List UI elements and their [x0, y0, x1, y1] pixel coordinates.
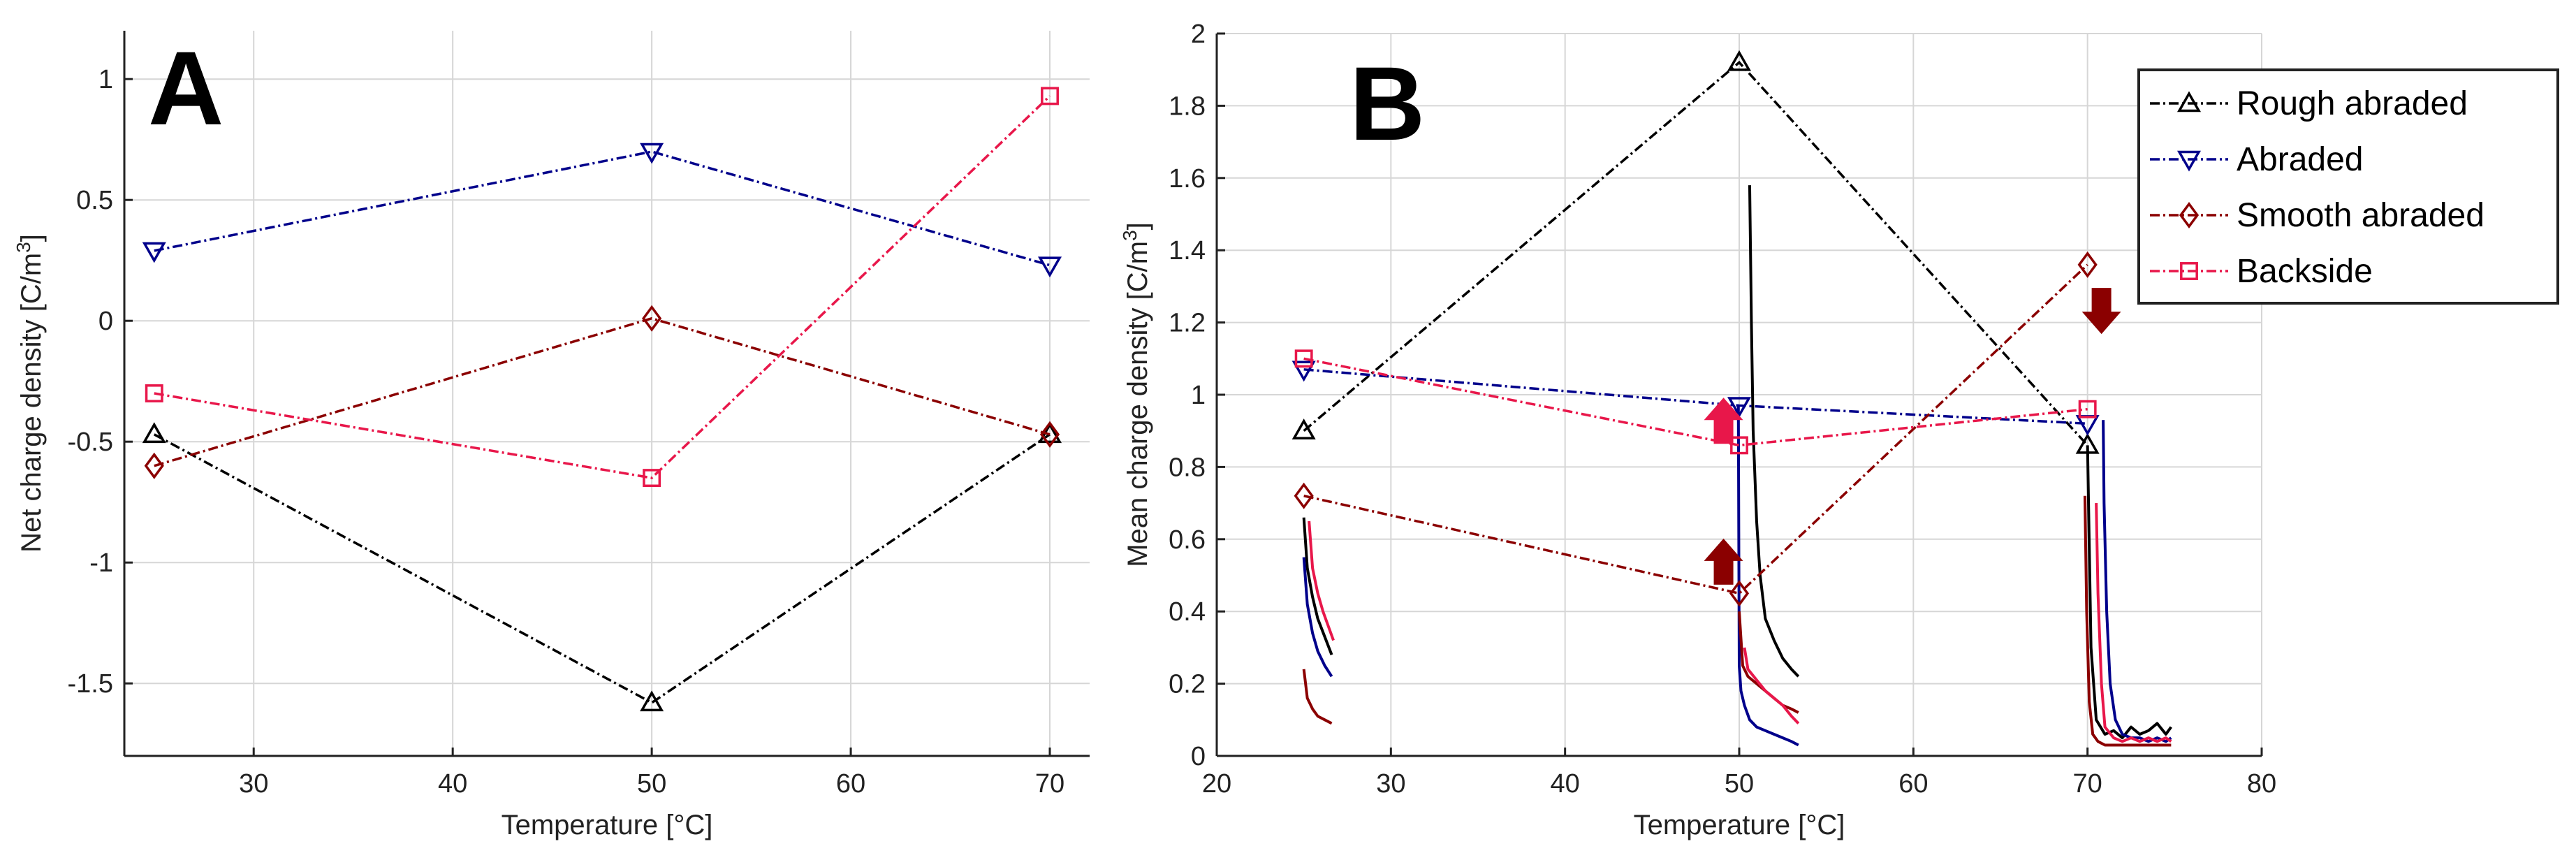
- y-axis-label-text: Mean charge density [C/m: [1122, 241, 1153, 567]
- transient-line: [1308, 520, 1335, 641]
- data-point: [1729, 580, 1750, 607]
- y-axis-label-close: ]: [16, 234, 47, 242]
- data-point: [1727, 50, 1752, 71]
- data-point: [1727, 397, 1752, 418]
- series-line: [1303, 60, 2088, 446]
- x-tick-label: 60: [1898, 769, 1928, 799]
- y-tick-label: 1: [98, 65, 113, 94]
- y-tick-label: 0.8: [1169, 453, 1206, 482]
- y-tick-label: 1.2: [1169, 309, 1206, 338]
- transient-line: [1302, 669, 1333, 725]
- x-axis-label: Temperature [°C]: [1634, 810, 1845, 840]
- panel-label: A: [148, 29, 224, 147]
- data-point: [1294, 349, 1313, 368]
- y-axis-label-text: Net charge density [C/m: [16, 253, 47, 553]
- series-line: [1303, 263, 2088, 595]
- x-tick-label: 50: [1725, 769, 1754, 799]
- y-axis-label-close: ]: [1122, 222, 1153, 230]
- transient-line: [1743, 647, 1800, 724]
- data-point: [642, 305, 662, 332]
- x-tick-label: 70: [2073, 769, 2102, 799]
- transient-line: [1748, 185, 1800, 678]
- data-point: [640, 143, 664, 164]
- series-line: [153, 433, 1051, 704]
- data-point: [2078, 400, 2097, 418]
- legend-label: Abraded: [2237, 141, 2363, 178]
- y-tick-label: 1.4: [1169, 236, 1206, 265]
- y-tick-label: 0: [1191, 742, 1206, 771]
- data-point: [1041, 87, 1059, 105]
- x-axis-label: Temperature [°C]: [502, 810, 713, 840]
- legend-marker: [2176, 91, 2202, 112]
- data-point: [1039, 421, 1060, 448]
- data-point: [1291, 418, 1316, 439]
- data-point: [2077, 251, 2098, 278]
- x-tick-label: 60: [836, 769, 865, 799]
- y-tick-label: 0.6: [1169, 525, 1206, 555]
- y-axis-label-superscript: 3: [1119, 230, 1141, 241]
- y-tick-label: -1: [89, 548, 113, 578]
- x-tick-label: 70: [1035, 769, 1064, 799]
- transient-line: [1302, 517, 1333, 655]
- data-point: [142, 242, 166, 263]
- y-tick-label: 0.4: [1169, 597, 1206, 627]
- data-point: [643, 469, 661, 488]
- y-axis-label-superscript: 3: [13, 242, 34, 253]
- panel-label: B: [1349, 45, 1425, 162]
- legend-marker: [2179, 201, 2200, 229]
- legend-marker: [2180, 262, 2198, 280]
- data-point: [142, 422, 166, 444]
- y-tick-label: 1: [1191, 381, 1206, 410]
- series-line: [154, 95, 1051, 479]
- legend-label: Rough abraded: [2237, 85, 2468, 122]
- legend-marker: [2176, 150, 2202, 172]
- x-tick-label: 80: [2247, 769, 2276, 799]
- x-tick-label: 30: [239, 769, 268, 799]
- series-line: [1303, 368, 2088, 425]
- data-point: [145, 384, 163, 402]
- y-tick-label: 0.2: [1169, 670, 1206, 699]
- data-point: [1730, 436, 1748, 455]
- data-point: [1294, 482, 1314, 509]
- y-axis-label: Net charge density [C/m3]: [13, 234, 47, 553]
- transient-line: [1736, 405, 1799, 747]
- transient-line: [2095, 503, 2172, 743]
- arrow-up-marker: [1704, 398, 1743, 444]
- series-line: [154, 316, 1051, 467]
- y-tick-label: 1.8: [1169, 92, 1206, 121]
- panel-a: 30 40 50 60 70 -1.5 -1 -0.5 0 0.5 1 Temperature [°C…: [13, 29, 1090, 840]
- series-line: [154, 150, 1051, 267]
- arrow-up-marker: [1704, 538, 1743, 585]
- arrow-down-marker: [2081, 288, 2121, 335]
- series-line: [1303, 357, 2088, 447]
- x-tick-label: 30: [1376, 769, 1405, 799]
- data-point: [640, 690, 664, 712]
- transient-line: [2102, 420, 2172, 743]
- transient-line: [1302, 557, 1333, 678]
- y-tick-label: 1.6: [1169, 164, 1206, 194]
- x-tick-label: 40: [1551, 769, 1580, 799]
- transient-line: [2083, 495, 2172, 747]
- data-point: [144, 452, 164, 479]
- data-point: [1291, 360, 1316, 382]
- y-axis-label: Mean charge density [C/m3]: [1119, 222, 1154, 567]
- legend-box: [2137, 68, 2559, 305]
- panel-b: 20 30 40 50 60 70 80 0 0.2 0.4 0.6 0.8 1 1.2 1.4 1.6 1.8…: [1119, 20, 2559, 840]
- x-tick-label: 50: [637, 769, 666, 799]
- data-point: [1037, 256, 1062, 278]
- legend-label: Smooth abraded: [2237, 197, 2484, 234]
- legend-label: Backside: [2237, 253, 2373, 290]
- y-tick-label: 0: [98, 307, 113, 336]
- x-tick-label: 20: [1202, 769, 1231, 799]
- data-point: [2075, 432, 2100, 454]
- y-tick-label: 2: [1191, 20, 1206, 49]
- x-tick-label: 40: [438, 769, 467, 799]
- y-tick-label: -1.5: [68, 669, 113, 699]
- transient-line: [2086, 445, 2172, 740]
- y-tick-label: -0.5: [68, 428, 113, 457]
- y-tick-label: 0.5: [76, 186, 113, 215]
